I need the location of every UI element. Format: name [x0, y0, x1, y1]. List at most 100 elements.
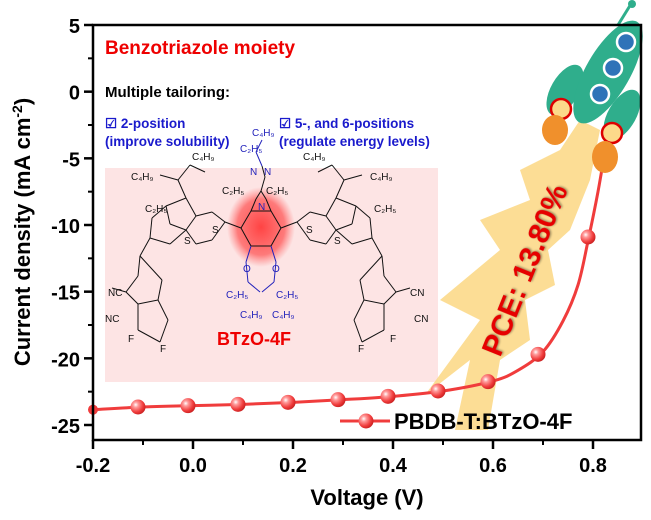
data-point: [580, 229, 596, 245]
bond: [111, 287, 127, 293]
bond: [353, 299, 365, 321]
bond: [165, 197, 187, 207]
heading-annotation: Benzotriazole moiety: [105, 38, 295, 59]
bond: [331, 164, 345, 181]
bond: [185, 197, 197, 217]
y-tick-label: -20: [51, 349, 80, 371]
atom-label: C₂H₅: [374, 204, 396, 215]
atom-label: F: [390, 334, 396, 345]
bond: [149, 217, 153, 239]
bond: [270, 210, 282, 229]
data-point: [230, 396, 246, 412]
bond: [363, 299, 385, 305]
bond: [250, 198, 257, 212]
bond: [177, 179, 187, 199]
atom-label: C₂H₅: [240, 144, 262, 155]
bond: [240, 227, 252, 247]
bond: [383, 291, 397, 305]
y-tick-label: 0: [69, 83, 80, 105]
plot-frame: [91, 23, 643, 442]
bond: [369, 217, 373, 239]
series-pbdb-t-btzo-4f: [88, 147, 607, 415]
bond: [240, 210, 252, 229]
bond: [177, 164, 191, 181]
flame-burst: [425, 120, 600, 430]
atom-label: S: [306, 225, 313, 236]
atom-label: F: [128, 334, 134, 345]
bond: [280, 221, 298, 229]
atom-label: N: [258, 202, 265, 213]
bond-alkoxy: [261, 281, 275, 293]
bond: [260, 176, 266, 192]
atom-label: C₄H₉: [303, 152, 326, 163]
x-tick-label: 0.4: [379, 455, 408, 477]
bond: [137, 299, 159, 305]
bond: [157, 279, 163, 301]
atom-label: F: [358, 344, 364, 355]
y-axis-title: Current density (mA cm-2): [9, 98, 35, 366]
atom-label: C₂H₅: [145, 204, 167, 215]
bond: [211, 211, 226, 223]
atom-label: C₂H₅: [222, 186, 244, 197]
atom-label: N: [250, 167, 257, 178]
bond: [157, 299, 169, 321]
bond-alkoxy: [245, 245, 252, 263]
atom-label: C₂H₅: [266, 186, 288, 197]
bond: [383, 275, 397, 293]
bond: [195, 211, 213, 217]
bond: [355, 205, 371, 219]
bond: [335, 223, 353, 231]
bond: [325, 215, 337, 231]
atom-label: O: [272, 264, 280, 275]
bond: [151, 205, 167, 219]
atom-label: C₂H₅: [226, 290, 248, 301]
bond: [261, 165, 266, 178]
axes: -0.2 0.0 0.2 0.4 0.6 0.8 5 0 -5 -10 -15 -20 -25: [51, 16, 607, 477]
bond: [317, 164, 333, 173]
bond: [260, 190, 267, 200]
bond: [343, 174, 363, 181]
x-tick-label: 0.2: [279, 455, 307, 477]
bond: [335, 229, 353, 245]
bond: [353, 319, 363, 343]
atom-label: C₄H₉: [252, 128, 275, 139]
bond: [309, 211, 327, 217]
bond: [137, 255, 141, 277]
atom-label: N: [264, 167, 271, 178]
x-axis-title: Voltage (V): [310, 485, 423, 510]
bond: [139, 255, 163, 281]
option-5-6-positions-note: (regulate energy levels): [279, 134, 430, 149]
option-2-position-note: (improve solubility): [105, 134, 230, 149]
atom-label: C₄H₉: [240, 310, 263, 321]
bond: [185, 215, 197, 231]
bond: [359, 255, 383, 281]
rocket-icon: [542, 0, 643, 173]
legend-label: PBDB-T:BTzO-4F: [394, 409, 572, 434]
series-line: [92, 147, 607, 412]
atom-label: S: [334, 236, 341, 247]
bond: [381, 255, 385, 277]
x-tick-label: 0.0: [179, 455, 207, 477]
bond: [325, 229, 337, 245]
bond: [169, 229, 187, 245]
x-tick-label: 0.8: [579, 455, 607, 477]
bond-alkoxy: [245, 261, 249, 283]
bond: [335, 197, 357, 207]
bond: [270, 227, 282, 247]
bond: [169, 223, 187, 231]
y-tick-label: -5: [62, 149, 80, 171]
exhaust-cloud: [592, 141, 618, 173]
bond: [265, 198, 272, 212]
bond: [371, 237, 383, 257]
bond: [189, 164, 206, 173]
data-point: [530, 346, 546, 362]
option-2-position: ☑ 2-position: [105, 116, 185, 131]
bond: [325, 197, 337, 217]
subheading-annotation: Multiple tailoring:: [105, 84, 230, 101]
bond: [125, 291, 139, 305]
atom-label: S: [184, 236, 191, 247]
bond: [224, 221, 242, 229]
atom-label: NC: [108, 288, 122, 299]
bond: [335, 179, 345, 199]
